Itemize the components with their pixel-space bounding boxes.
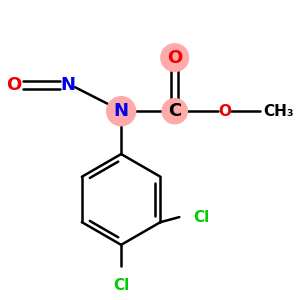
- Circle shape: [107, 97, 136, 126]
- Text: N: N: [60, 76, 75, 94]
- Circle shape: [162, 99, 187, 124]
- Text: N: N: [114, 102, 129, 120]
- Text: O: O: [219, 104, 232, 119]
- Text: Cl: Cl: [193, 210, 209, 225]
- Text: C: C: [168, 102, 182, 120]
- Circle shape: [161, 44, 189, 71]
- Text: O: O: [6, 76, 22, 94]
- Text: Cl: Cl: [113, 278, 129, 292]
- Text: CH₃: CH₃: [263, 104, 294, 119]
- Text: O: O: [167, 49, 182, 67]
